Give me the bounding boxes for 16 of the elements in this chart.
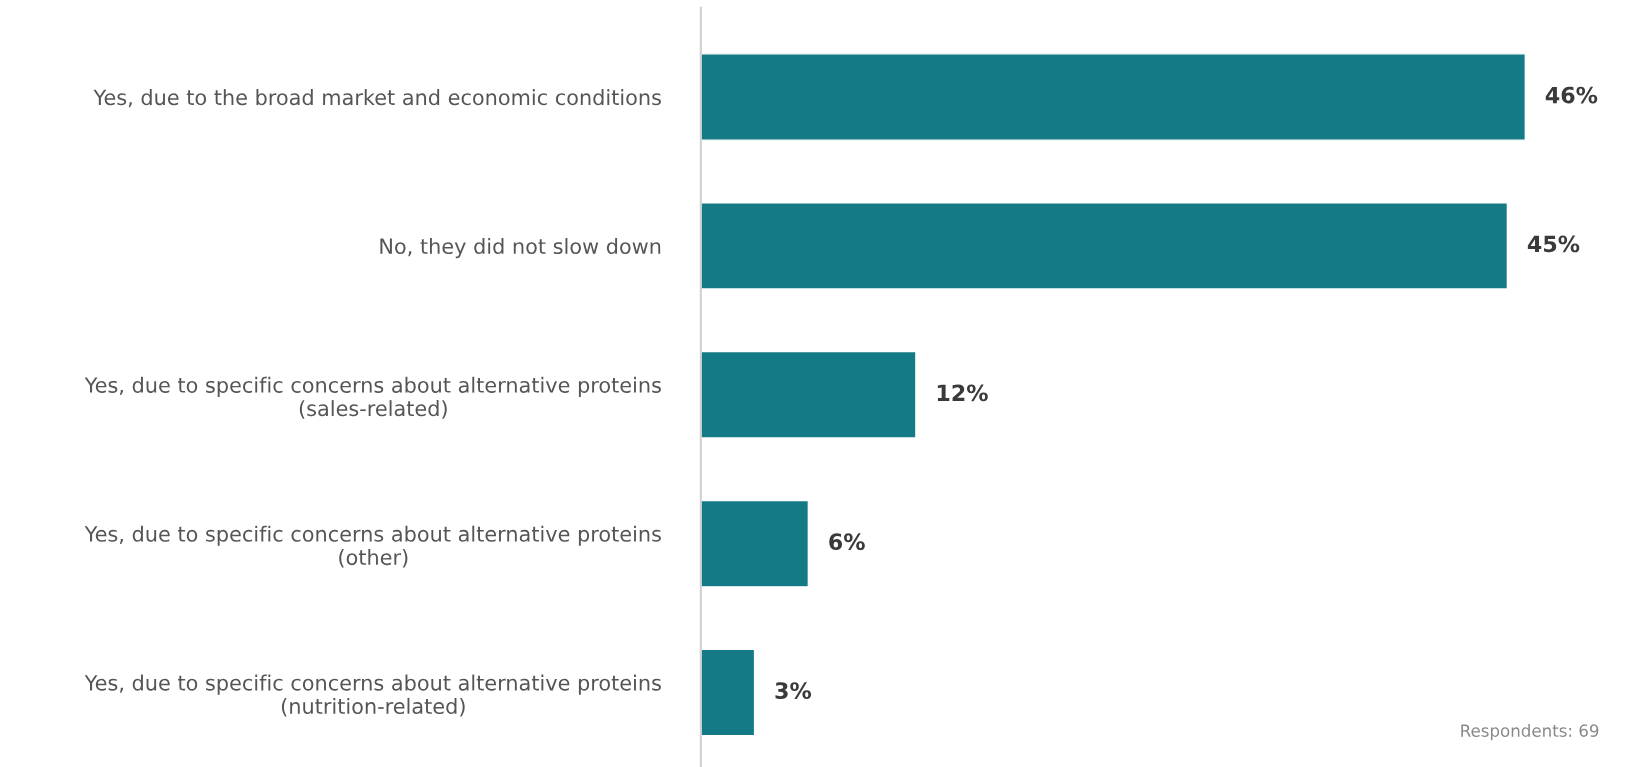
data-label: 45% xyxy=(1527,235,1580,253)
y-tick-label: Yes, due to specific concerns about alternative proteins (sales-related) xyxy=(84,376,661,419)
data-label: 3% xyxy=(775,682,812,699)
y-tick-label: Yes, due to the broad market and economic conditions xyxy=(93,89,661,108)
bar xyxy=(700,350,917,439)
annotation: Respondents: 69 xyxy=(1461,724,1599,741)
y-tick-label: No, they did not slow down xyxy=(380,237,661,259)
bar xyxy=(700,499,810,588)
bar xyxy=(700,53,1527,141)
data-label: 12% xyxy=(937,384,988,402)
bar xyxy=(700,202,1509,290)
data-label: 46% xyxy=(1545,86,1598,104)
y-tick-label: Yes, due to specific concerns about alternative proteins (other) xyxy=(84,525,661,568)
data-label: 6% xyxy=(829,533,865,551)
y-tick-label: Yes, due to specific concerns about alternative proteins (nutrition-related) xyxy=(84,674,661,717)
bar xyxy=(700,648,756,737)
